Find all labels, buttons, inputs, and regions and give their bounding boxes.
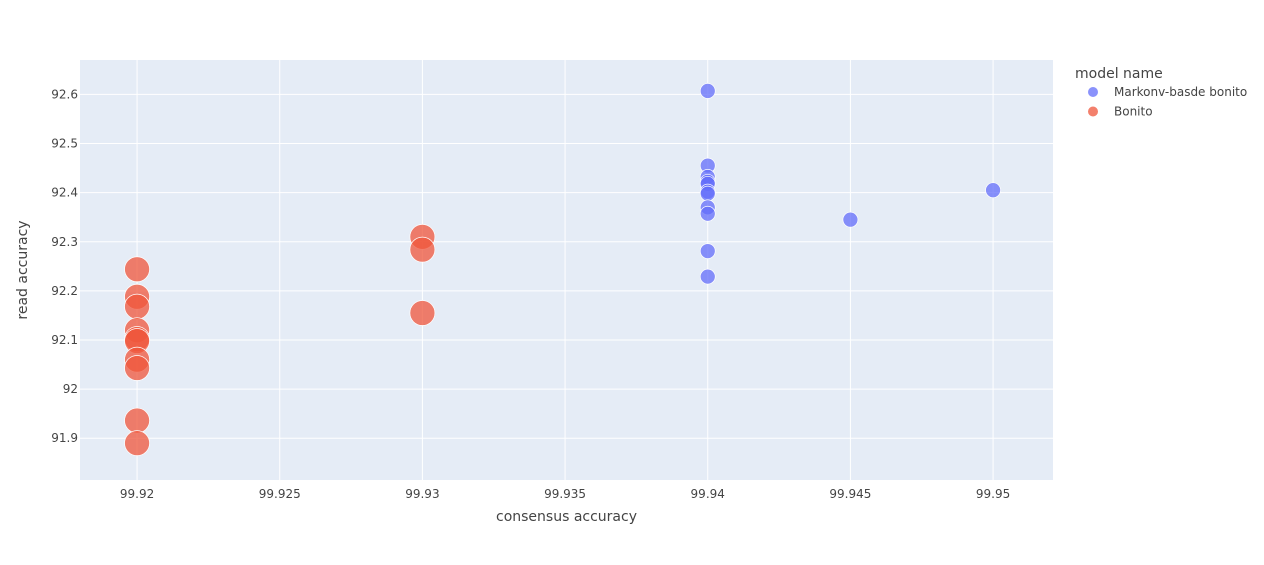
data-point[interactable]	[699, 185, 716, 202]
data-point[interactable]	[409, 300, 436, 326]
x-tick-label: 99.935	[544, 487, 586, 501]
y-tick-label: 91.9	[51, 431, 78, 445]
x-axis-ticks: 99.92 99.925 99.93 99.935 99.94 99.945 99.95	[120, 487, 1010, 501]
plot-area	[80, 60, 1053, 480]
data-point[interactable]	[124, 407, 150, 434]
y-tick-label: 92.6	[51, 87, 78, 101]
y-tick-label: 92.5	[51, 137, 78, 151]
y-axis-ticks: 91.9 92 92.1 92.2 92.3 92.4 92.5 92.6	[51, 87, 78, 445]
x-tick-label: 99.95	[976, 487, 1010, 501]
data-point[interactable]	[124, 430, 150, 457]
data-point[interactable]	[842, 211, 859, 228]
legend: model name Markonv-basde bonito Bonito	[1075, 66, 1247, 119]
y-tick-label: 92.1	[51, 333, 78, 347]
legend-marker	[1088, 87, 1098, 97]
series-1	[699, 83, 1001, 285]
data-point[interactable]	[699, 205, 716, 222]
data-point[interactable]	[985, 182, 1001, 199]
data-point[interactable]	[699, 83, 716, 99]
data-point[interactable]	[124, 256, 150, 283]
x-axis-label: consensus accuracy	[496, 509, 637, 525]
legend-label[interactable]: Markonv-basde bonito	[1114, 85, 1247, 99]
series-2	[124, 223, 436, 457]
legend-label[interactable]: Bonito	[1114, 105, 1153, 119]
x-tick-label: 99.925	[259, 487, 301, 501]
x-tick-label: 99.92	[120, 487, 154, 501]
legend-title: model name	[1075, 66, 1163, 82]
data-point[interactable]	[409, 236, 436, 263]
data-point[interactable]	[699, 268, 716, 285]
y-axis-label: read accuracy	[15, 220, 31, 319]
legend-items: Markonv-basde bonito Bonito	[1088, 85, 1247, 119]
x-tick-label: 99.94	[691, 487, 725, 501]
y-tick-label: 92.4	[51, 186, 78, 200]
data-points	[124, 83, 1001, 457]
data-point[interactable]	[124, 355, 150, 381]
y-tick-label: 92	[63, 382, 78, 396]
data-point[interactable]	[699, 243, 716, 259]
y-tick-label: 92.2	[51, 284, 78, 298]
x-tick-label: 99.93	[405, 487, 439, 501]
grid-lines	[80, 60, 1053, 480]
legend-marker	[1088, 106, 1098, 117]
data-point[interactable]	[124, 293, 150, 320]
x-tick-label: 99.945	[829, 487, 871, 501]
y-tick-label: 92.3	[51, 235, 78, 249]
